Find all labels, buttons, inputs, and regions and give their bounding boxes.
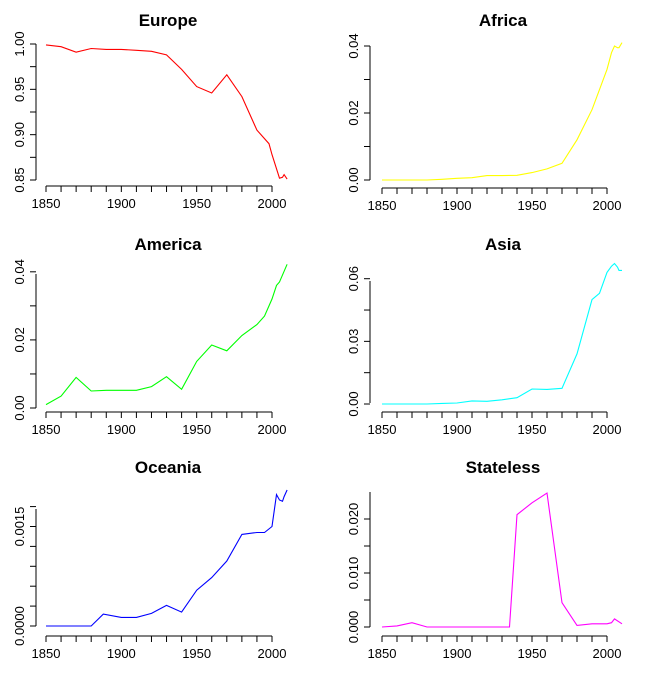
x-tick-label: 1900	[107, 196, 136, 211]
x-tick-label: 1950	[518, 422, 547, 437]
x-tick-label: 2000	[258, 196, 287, 211]
y-tick-label: 0.00	[12, 395, 27, 420]
x-tick-label: 1950	[518, 198, 547, 213]
y-tick-label: 0.04	[12, 259, 27, 284]
series-line	[381, 492, 623, 628]
x-tick-label: 2000	[258, 422, 287, 437]
x-tick-label: 1850	[368, 422, 397, 437]
x-tick-label: 1950	[182, 646, 211, 661]
panel-title: Oceania	[135, 458, 202, 477]
y-tick-label: 0.06	[346, 266, 361, 291]
x-tick-label: 1900	[107, 646, 136, 661]
panel-oceania: Oceania 1850 1900 1950 2000 0.0000 0.0015	[12, 458, 288, 661]
y-tick-label: 0.90	[12, 122, 27, 147]
panel-title: America	[134, 235, 202, 254]
x-tick-label: 1900	[443, 198, 472, 213]
y-tick-label: 0.04	[346, 33, 361, 58]
x-tick-label: 1850	[32, 196, 61, 211]
x-tick-label: 2000	[593, 198, 622, 213]
y-tick-label: 0.85	[12, 167, 27, 192]
x-tick-label: 1900	[443, 646, 472, 661]
y-tick-label: 0.95	[12, 77, 27, 102]
panel-stateless: Stateless 1850 1900 1950 2000 0.000 0.010 0.020	[346, 458, 623, 661]
x-tick-label: 1950	[182, 196, 211, 211]
y-tick-label: 0.010	[346, 557, 361, 590]
y-tick-label: 1.00	[12, 31, 27, 56]
series-line	[45, 264, 288, 406]
panel-title: Africa	[479, 11, 528, 30]
x-tick-label: 1900	[107, 422, 136, 437]
y-tick-label: 0.0015	[12, 507, 27, 547]
x-tick-label: 1850	[368, 646, 397, 661]
x-tick-label: 2000	[258, 646, 287, 661]
x-tick-label: 2000	[593, 646, 622, 661]
panel-title: Asia	[485, 235, 521, 254]
series-line	[45, 44, 288, 180]
series-line	[382, 42, 623, 181]
x-tick-label: 1850	[32, 646, 61, 661]
x-tick-label: 1850	[32, 422, 61, 437]
x-tick-label: 1850	[368, 198, 397, 213]
y-tick-label: 0.02	[346, 100, 361, 125]
y-tick-label: 0.020	[346, 503, 361, 536]
y-tick-label: 0.00	[346, 391, 361, 416]
panel-africa: Africa 1850 1900 1950 2000 0.00 0.02 0.04	[346, 11, 623, 213]
y-tick-label: 0.000	[346, 611, 361, 644]
panel-asia: Asia 1850 1900 1950 2000 0.00 0.03 0.06	[346, 235, 622, 437]
series-line	[46, 489, 288, 627]
panel-europe: Europe 1850 1900 1950 2000 0.85 0.90 0.95 1.00	[12, 11, 288, 211]
x-tick-label: 1950	[518, 646, 547, 661]
x-tick-label: 1900	[443, 422, 472, 437]
series-line	[382, 262, 622, 405]
x-tick-label: 2000	[593, 422, 622, 437]
y-tick-label: 0.00	[346, 167, 361, 192]
x-tick-label: 1950	[182, 422, 211, 437]
y-tick-label: 0.02	[12, 327, 27, 352]
y-tick-label: 0.03	[346, 329, 361, 354]
panel-america: America 1850 1900 1950 2000 0.00 0.02 0.04	[12, 235, 288, 437]
y-tick-label: 0.0000	[12, 606, 27, 646]
panel-title: Stateless	[466, 458, 541, 477]
panel-title: Europe	[139, 11, 198, 30]
